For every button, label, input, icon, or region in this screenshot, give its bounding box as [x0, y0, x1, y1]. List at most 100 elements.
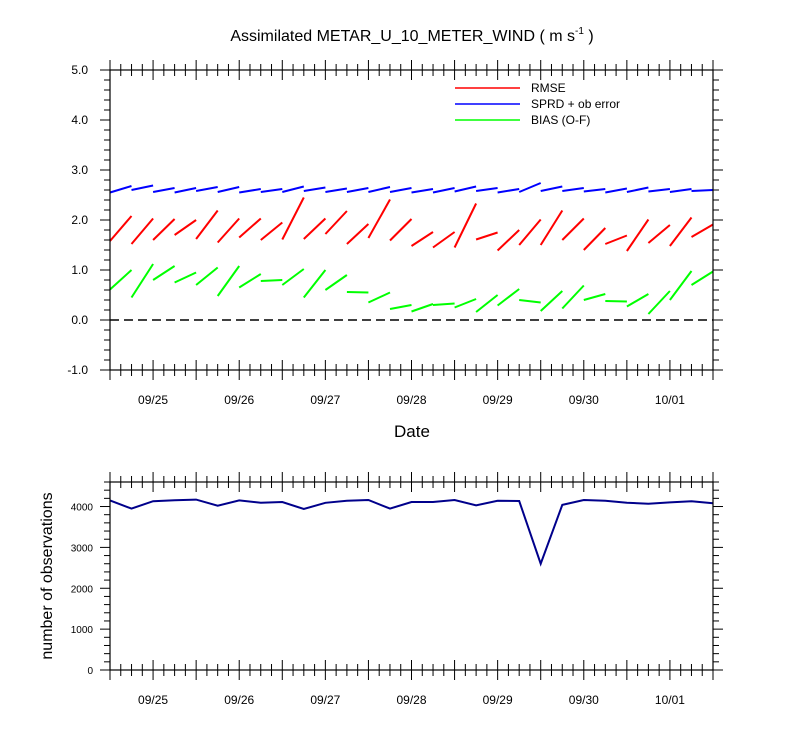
series-sprd-ob-error-segment	[605, 187, 628, 194]
series-rmse-segment	[669, 216, 693, 247]
series-rmse-segment	[647, 224, 671, 244]
y-tick-label: 4000	[71, 503, 94, 514]
series-bias-o-f-segment	[195, 266, 219, 286]
legend-label: BIAS (O-F)	[531, 113, 590, 127]
series-bias-o-f-segment	[109, 269, 133, 291]
series-rmse-segment	[109, 215, 133, 242]
series-bias-o-f-segment	[174, 271, 197, 284]
y-tick-label: 1.0	[71, 263, 88, 277]
series-sprd-ob-error-segment	[325, 187, 348, 193]
series-bias-o-f-segment	[216, 265, 241, 297]
series-bias-o-f-segment	[605, 300, 627, 303]
series-sprd-ob-error-segment	[583, 188, 606, 193]
series-rmse-segment	[303, 217, 327, 240]
x-tick-label: 09/28	[396, 693, 426, 707]
series-bias-o-f-segment	[669, 270, 693, 301]
observations-line	[109, 498, 714, 567]
x-tick-label: 09/26	[224, 393, 254, 407]
top-x-axis: 09/25 09/26 09/27 09/28 09/29 09/30 10/01	[109, 60, 714, 407]
x-tick-label: 09/29	[483, 693, 513, 707]
series-rmse-segment	[539, 209, 564, 246]
series-bias-o-f-segment	[540, 290, 563, 312]
series-bias-o-f-segment	[324, 274, 348, 291]
series-bias-o-f-segment	[346, 291, 369, 294]
series-bias-o-f-segment	[130, 263, 154, 299]
x-tick-label: 09/25	[138, 393, 168, 407]
y-tick-label: 3000	[71, 543, 94, 554]
x-tick-label: 09/29	[483, 393, 513, 407]
series-bias-o-f-segment	[281, 268, 305, 286]
series-bias-o-f-segment	[238, 273, 262, 289]
series-bias-o-f-segment	[519, 299, 541, 304]
series-bias-o-f-segment	[496, 288, 520, 307]
series-rmse-segment	[410, 231, 434, 247]
series-bias-o-f-segment	[690, 270, 714, 286]
series-bias-o-f-segment	[454, 298, 477, 309]
x-tick-label: 09/27	[310, 393, 340, 407]
series-rmse-segment	[216, 217, 240, 244]
series-rmse-segment	[174, 219, 197, 236]
y-tick-label: 2.0	[71, 213, 88, 227]
x-tick-label: 09/28	[396, 393, 426, 407]
series-rmse-segment	[432, 231, 456, 249]
series-sprd-ob-error-segment	[691, 189, 714, 192]
y-tick-label: 1000	[71, 625, 94, 636]
y-tick-label: 0.0	[71, 313, 88, 327]
x-tick-label: 09/26	[224, 693, 254, 707]
series-rmse-segment	[346, 223, 370, 245]
series-sprd-ob-error-segment	[174, 187, 197, 194]
bottom-y-axis: 0 1000 2000 3000 4000	[71, 481, 723, 677]
series-rmse-segment	[626, 218, 650, 252]
legend: RMSE SPRD + ob error BIAS (O-F)	[455, 81, 620, 127]
series-rmse-segment	[324, 210, 348, 235]
series-rmse-segment	[367, 199, 391, 239]
series-sprd-ob-error-segment	[239, 188, 261, 194]
x-tick-label: 10/01	[655, 693, 685, 707]
series-sprd-ob-error-segment	[497, 188, 520, 194]
x-tick-label: 09/30	[569, 693, 599, 707]
bottom-x-axis: 09/25 09/26 09/27 09/28 09/29 09/30 10/01	[109, 472, 714, 707]
y-tick-label: 0	[87, 666, 93, 677]
x-tick-label: 09/25	[138, 693, 168, 707]
chart-title: Assimilated METAR_U_10_METER_WIND ( m s-…	[230, 26, 593, 45]
series-sprd-ob-error-segment	[303, 186, 326, 192]
series-bias-o-f-segment	[647, 290, 671, 315]
series-rmse-segment	[690, 223, 714, 238]
bottom-series-layer	[109, 498, 714, 567]
series-sprd-ob-error-segment	[411, 188, 434, 194]
series-rmse-segment	[518, 218, 542, 246]
series-rmse-segment	[281, 197, 305, 240]
series-sprd-ob-error-segment	[518, 182, 542, 193]
legend-label: SPRD + ob error	[531, 97, 620, 111]
series-bias-o-f-segment	[626, 293, 649, 308]
series-rmse-segment	[583, 227, 607, 251]
series-bias-o-f-segment	[389, 304, 412, 310]
series-bias-o-f-segment	[260, 279, 283, 282]
series-sprd-ob-error-segment	[282, 185, 305, 193]
series-sprd-ob-error-segment	[475, 187, 498, 192]
series-sprd-ob-error-segment	[454, 185, 477, 193]
y-tick-label: 2000	[71, 584, 94, 595]
series-bias-o-f-segment	[583, 293, 606, 301]
series-bias-o-f-segment	[411, 303, 434, 313]
series-sprd-ob-error-segment	[195, 186, 218, 192]
series-rmse-segment	[195, 209, 219, 240]
top-y-axis: -1.0 0.0 1.0 2.0 3.0 4.0 5.0	[67, 63, 723, 377]
series-sprd-ob-error-segment	[669, 188, 692, 193]
y-tick-label: -1.0	[67, 363, 88, 377]
top-panel: Assimilated METAR_U_10_METER_WIND ( m s -…	[67, 26, 723, 441]
series-sprd-ob-error-segment	[131, 184, 154, 191]
series-rmse-segment	[604, 234, 628, 245]
series-rmse-segment	[389, 218, 413, 242]
series-bias-o-f-segment	[303, 269, 327, 299]
series-sprd-ob-error-segment	[217, 186, 240, 193]
chart-title-tail: )	[584, 28, 594, 45]
y-tick-label: 4.0	[71, 113, 88, 127]
series-sprd-ob-error-segment	[540, 185, 563, 192]
series-bias-o-f-segment	[475, 294, 499, 313]
series-sprd-ob-error-segment	[152, 187, 175, 193]
chart-title-main: Assimilated METAR_U_10_METER_WIND ( m s	[230, 28, 575, 45]
series-rmse-segment	[561, 217, 585, 241]
series-rmse-segment	[238, 217, 262, 239]
